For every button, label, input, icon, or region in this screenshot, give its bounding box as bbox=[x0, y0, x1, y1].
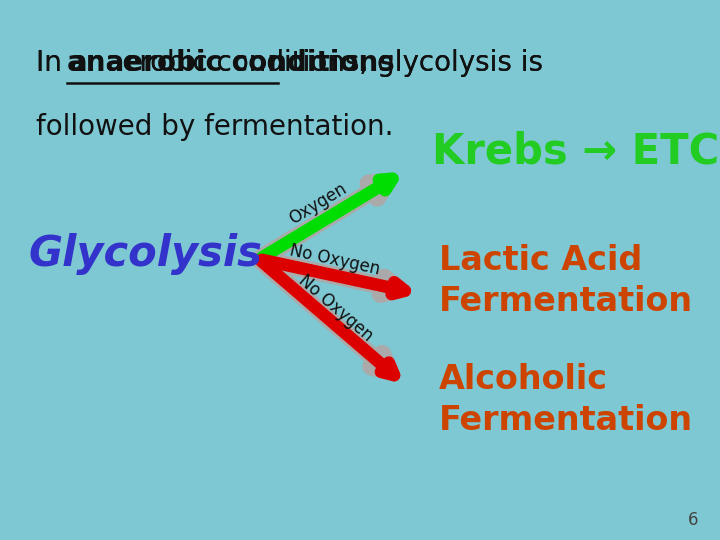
Text: In anaerobic conditions, glycolysis is: In anaerobic conditions, glycolysis is bbox=[36, 49, 543, 77]
Text: Krebs → ETC: Krebs → ETC bbox=[432, 130, 719, 172]
Text: In anaerobic conditions, glycolysis is: In anaerobic conditions, glycolysis is bbox=[36, 49, 543, 77]
Text: Oxygen: Oxygen bbox=[286, 180, 350, 228]
Text: Glycolysis: Glycolysis bbox=[29, 233, 263, 275]
Text: Alcoholic
Fermentation: Alcoholic Fermentation bbox=[439, 363, 693, 436]
Text: Lactic Acid
Fermentation: Lactic Acid Fermentation bbox=[439, 244, 693, 318]
Text: 6: 6 bbox=[688, 511, 698, 529]
Text: No Oxygen: No Oxygen bbox=[288, 241, 382, 279]
Text: followed by fermentation.: followed by fermentation. bbox=[36, 113, 394, 141]
Text: anaerobic conditions: anaerobic conditions bbox=[67, 49, 395, 77]
Text: No Oxygen: No Oxygen bbox=[294, 271, 376, 345]
